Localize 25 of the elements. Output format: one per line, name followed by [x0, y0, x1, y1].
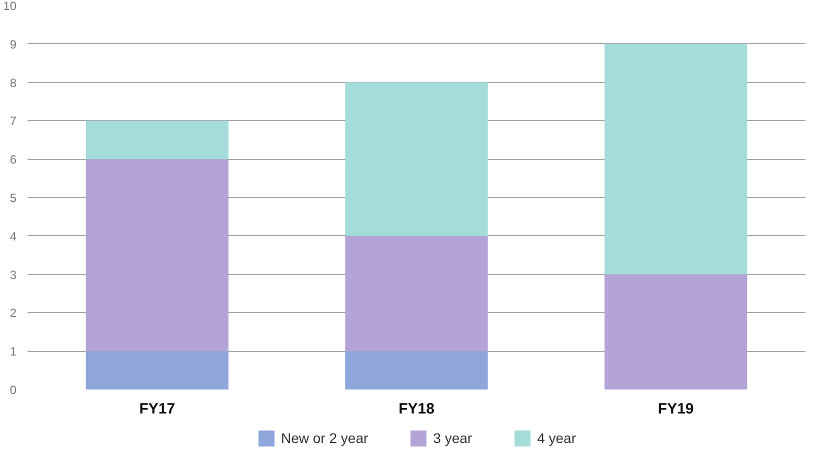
- legend-label: 4 year: [537, 430, 576, 446]
- legend-label: 3 year: [433, 430, 472, 446]
- y-tick-label: 3: [10, 268, 17, 282]
- bar: [604, 44, 748, 274]
- legend-label: New or 2 year: [281, 430, 368, 446]
- bar: [345, 82, 488, 236]
- y-tick-label: 6: [10, 152, 17, 167]
- y-tick-label: 0: [10, 383, 17, 397]
- y-tick-label: 7: [10, 114, 17, 128]
- bar: [86, 120, 228, 160]
- y-tick-label: 4: [10, 229, 17, 244]
- y-tick-label: 10: [3, 0, 17, 13]
- bar: [86, 159, 228, 352]
- bar: [604, 274, 748, 390]
- y-tick-label: 8: [10, 76, 17, 90]
- x-tick-label: FY19: [658, 400, 694, 418]
- bar: [345, 236, 488, 352]
- y-tick-label: 1: [10, 344, 17, 359]
- bar: [345, 351, 488, 390]
- y-tick-label: 9: [10, 37, 17, 52]
- x-tick-label: FY17: [139, 400, 176, 418]
- x-tick-label: FY18: [398, 400, 434, 418]
- y-tick-label: 2: [10, 306, 17, 320]
- bar: [86, 351, 228, 390]
- y-tick-label: 5: [10, 191, 17, 205]
